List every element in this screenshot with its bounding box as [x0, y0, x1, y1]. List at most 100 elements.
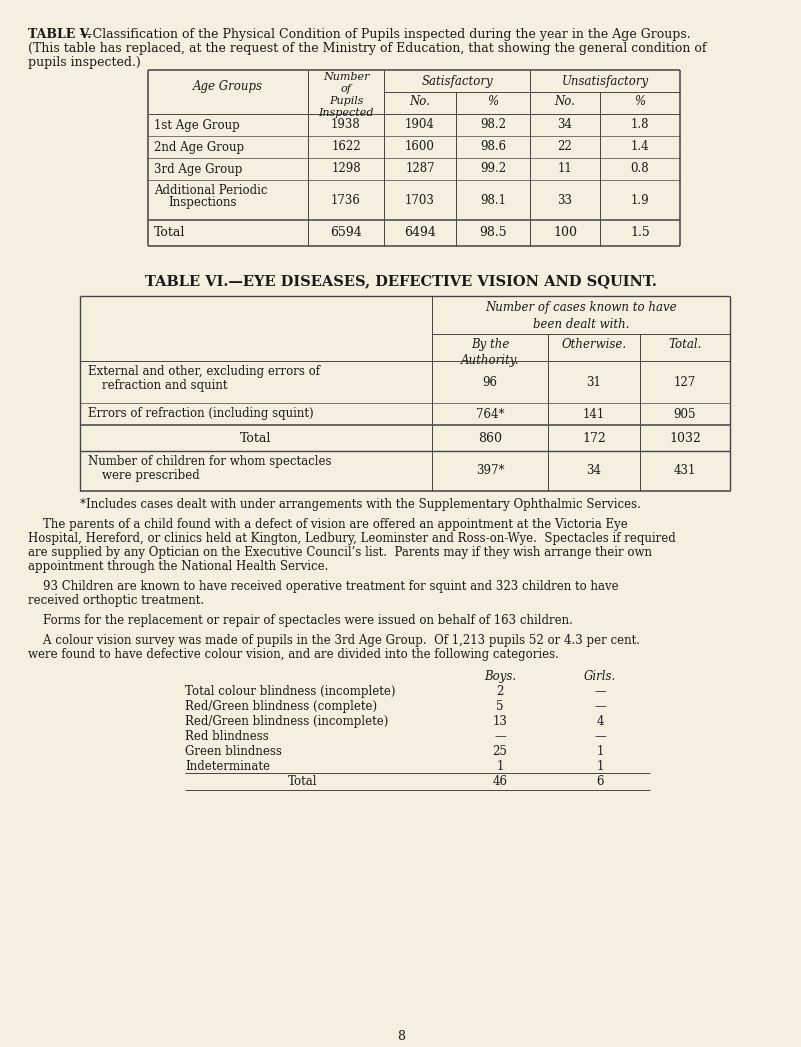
Text: 1600: 1600	[405, 140, 435, 154]
Text: 98.6: 98.6	[480, 140, 506, 154]
Text: 99.2: 99.2	[480, 162, 506, 176]
Text: No.: No.	[554, 95, 575, 108]
Text: 6594: 6594	[330, 226, 362, 240]
Text: 1938: 1938	[331, 118, 361, 132]
Text: 5: 5	[497, 700, 504, 713]
Text: Red/Green blindness (incomplete): Red/Green blindness (incomplete)	[185, 715, 388, 728]
Text: 1287: 1287	[405, 162, 435, 176]
Text: 22: 22	[557, 140, 573, 154]
Text: 2nd Age Group: 2nd Age Group	[154, 140, 244, 154]
Text: Girls.: Girls.	[584, 670, 616, 683]
Text: Red/Green blindness (complete): Red/Green blindness (complete)	[185, 700, 377, 713]
Text: TABLE V.: TABLE V.	[28, 28, 91, 41]
Text: pupils inspected.): pupils inspected.)	[28, 55, 141, 69]
Text: 34: 34	[586, 465, 602, 477]
Text: 1.9: 1.9	[630, 194, 650, 206]
Text: 1622: 1622	[331, 140, 360, 154]
Text: Unsatisfactory: Unsatisfactory	[562, 75, 649, 88]
Text: —: —	[594, 700, 606, 713]
Text: 431: 431	[674, 465, 696, 477]
Text: 6: 6	[596, 775, 604, 788]
Text: %: %	[488, 95, 498, 108]
Text: 98.2: 98.2	[480, 118, 506, 132]
Text: —Classification of the Physical Condition of Pupils inspected during the year in: —Classification of the Physical Conditio…	[80, 28, 690, 41]
Text: were found to have defective colour vision, and are divided into the following c: were found to have defective colour visi…	[28, 648, 559, 661]
Text: 860: 860	[478, 431, 502, 445]
Text: 11: 11	[557, 162, 573, 176]
Text: 100: 100	[553, 226, 577, 240]
Text: 141: 141	[583, 407, 605, 421]
Text: —: —	[594, 685, 606, 698]
Text: Total colour blindness (incomplete): Total colour blindness (incomplete)	[185, 685, 396, 698]
Text: 1.4: 1.4	[630, 140, 650, 154]
Text: Additional Periodic: Additional Periodic	[154, 184, 268, 197]
Text: 172: 172	[582, 431, 606, 445]
Text: Number of children for whom spectacles: Number of children for whom spectacles	[88, 455, 332, 468]
Text: 1.8: 1.8	[630, 118, 650, 132]
Text: Boys.: Boys.	[484, 670, 516, 683]
Text: 1032: 1032	[669, 431, 701, 445]
Text: 1298: 1298	[331, 162, 360, 176]
Text: TABLE VI.—EYE DISEASES, DEFECTIVE VISION AND SQUINT.: TABLE VI.—EYE DISEASES, DEFECTIVE VISION…	[145, 274, 657, 288]
Text: were prescribed: were prescribed	[102, 469, 199, 482]
Text: Forms for the replacement or repair of spectacles were issued on behalf of 163 c: Forms for the replacement or repair of s…	[28, 614, 573, 627]
Text: 34: 34	[557, 118, 573, 132]
Text: 46: 46	[493, 775, 508, 788]
Text: Indeterminate: Indeterminate	[185, 760, 270, 773]
Text: Green blindness: Green blindness	[185, 745, 282, 758]
Text: 13: 13	[493, 715, 508, 728]
Text: 1: 1	[596, 745, 604, 758]
Text: Total: Total	[288, 775, 317, 788]
Text: 31: 31	[586, 376, 602, 388]
Text: 1904: 1904	[405, 118, 435, 132]
Text: refraction and squint: refraction and squint	[102, 379, 227, 392]
Text: 764*: 764*	[476, 407, 505, 421]
Text: 1736: 1736	[331, 194, 361, 206]
Text: 127: 127	[674, 376, 696, 388]
Text: 3rd Age Group: 3rd Age Group	[154, 162, 243, 176]
Text: 905: 905	[674, 407, 696, 421]
Text: 4: 4	[596, 715, 604, 728]
Text: 0.8: 0.8	[630, 162, 650, 176]
Text: (This table has replaced, at the request of the Ministry of Education, that show: (This table has replaced, at the request…	[28, 42, 706, 55]
Text: are supplied by any Optician on the Executive Council’s list.  Parents may if th: are supplied by any Optician on the Exec…	[28, 545, 652, 559]
Text: Inspections: Inspections	[168, 196, 236, 209]
Text: 93 Children are known to have received operative treatment for squint and 323 ch: 93 Children are known to have received o…	[28, 580, 618, 593]
Text: Satisfactory: Satisfactory	[421, 75, 493, 88]
Text: Red blindness: Red blindness	[185, 730, 269, 743]
Text: 8: 8	[397, 1030, 405, 1043]
Text: 98.1: 98.1	[480, 194, 506, 206]
Text: 96: 96	[482, 376, 497, 388]
Text: Number of cases known to have
been dealt with.: Number of cases known to have been dealt…	[485, 300, 677, 331]
Text: Age Groups: Age Groups	[193, 80, 263, 93]
Text: Hospital, Hereford, or clinics held at Kington, Ledbury, Leominster and Ross-on-: Hospital, Hereford, or clinics held at K…	[28, 532, 676, 545]
Text: %: %	[634, 95, 646, 108]
Text: 1st Age Group: 1st Age Group	[154, 118, 239, 132]
Text: —: —	[594, 730, 606, 743]
Text: Total.: Total.	[668, 338, 702, 351]
Text: 6494: 6494	[404, 226, 436, 240]
Text: By the
Authority.: By the Authority.	[461, 338, 519, 367]
Text: 2: 2	[497, 685, 504, 698]
Text: The parents of a child found with a defect of vision are offered an appointment : The parents of a child found with a defe…	[28, 518, 628, 531]
Text: —: —	[494, 730, 506, 743]
Text: 33: 33	[557, 194, 573, 206]
Text: *Includes cases dealt with under arrangements with the Supplementary Ophthalmic : *Includes cases dealt with under arrange…	[80, 498, 641, 511]
Text: appointment through the National Health Service.: appointment through the National Health …	[28, 560, 328, 573]
Text: 1: 1	[596, 760, 604, 773]
Text: 397*: 397*	[476, 465, 505, 477]
Text: No.: No.	[409, 95, 430, 108]
Text: External and other, excluding errors of: External and other, excluding errors of	[88, 365, 320, 378]
Text: 1: 1	[497, 760, 504, 773]
Text: Otherwise.: Otherwise.	[562, 338, 626, 351]
Text: 98.5: 98.5	[479, 226, 507, 240]
Text: Total: Total	[154, 226, 185, 240]
Text: A colour vision survey was made of pupils in the 3rd Age Group.  Of 1,213 pupils: A colour vision survey was made of pupil…	[28, 634, 640, 647]
Text: Total: Total	[240, 431, 272, 445]
Text: 25: 25	[493, 745, 508, 758]
Text: Number
of
Pupils
Inspected: Number of Pupils Inspected	[318, 72, 374, 118]
Text: received orthoptic treatment.: received orthoptic treatment.	[28, 594, 204, 607]
Text: 1703: 1703	[405, 194, 435, 206]
Text: Errors of refraction (including squint): Errors of refraction (including squint)	[88, 407, 314, 421]
Text: 1.5: 1.5	[630, 226, 650, 240]
